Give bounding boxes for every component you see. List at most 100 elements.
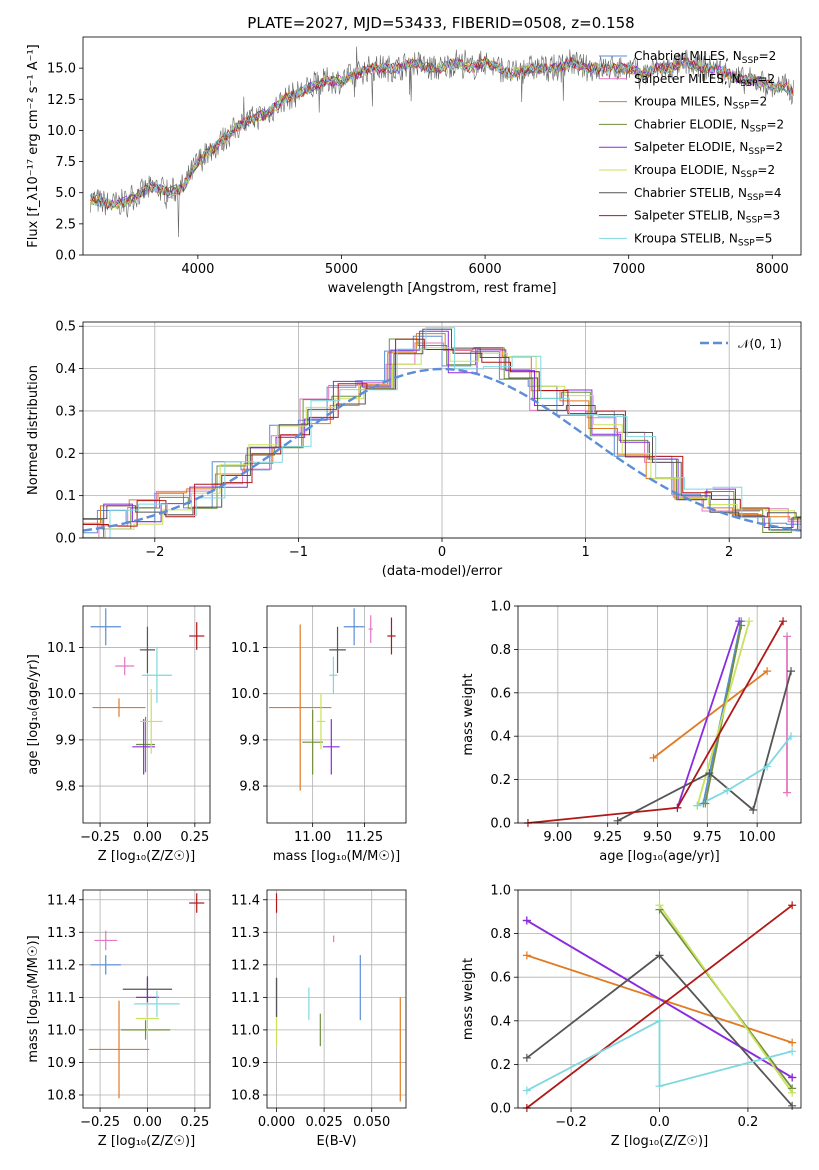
legend-entry-label: Salpeter MILES, NSSP=2 bbox=[634, 72, 775, 89]
y-tick-label: 10.1 bbox=[47, 641, 76, 656]
y-tick-label: 11.3 bbox=[231, 926, 260, 941]
weight-marker bbox=[788, 901, 797, 910]
weight-marker bbox=[723, 786, 732, 795]
x-tick-label: 11.00 bbox=[294, 830, 331, 845]
plot-frame bbox=[82, 36, 802, 256]
weight-marker bbox=[613, 816, 622, 825]
plot-frame bbox=[266, 889, 407, 1109]
plot-frame bbox=[517, 889, 802, 1109]
x-tick-label: 9.75 bbox=[693, 830, 722, 845]
weight-series-line bbox=[527, 620, 784, 823]
y-tick-label: 0.2 bbox=[490, 1058, 511, 1073]
y-tick-label: 0.0 bbox=[55, 532, 76, 547]
weight-marker bbox=[783, 788, 792, 797]
weight-marker bbox=[779, 617, 788, 626]
normal-curve bbox=[83, 367, 801, 532]
y-tick-label: 0.1 bbox=[55, 489, 76, 504]
legend-entry-label: Salpeter STELIB, NSSP=3 bbox=[634, 209, 780, 226]
chart-layer: 4000 5000 6000 7000 80000.02.55.07.510.012.5… bbox=[26, 36, 802, 1149]
x-axis-label: age [log₁₀(age/yr)] bbox=[599, 849, 720, 864]
x-axis-label: Z [log₁₀(Z/Z☉)] bbox=[98, 849, 195, 864]
x-tick-label: 9.00 bbox=[543, 830, 572, 845]
y-tick-label: 10.0 bbox=[47, 124, 76, 139]
y-tick-label: 7.5 bbox=[55, 155, 76, 170]
figure-title: PLATE=2027, MJD=53433, FIBERID=0508, z=0… bbox=[247, 14, 634, 32]
weight-marker bbox=[788, 1088, 797, 1097]
x-tick-label: 11.25 bbox=[346, 830, 383, 845]
y-tick-label: 5.0 bbox=[55, 186, 76, 201]
y-tick-label: 10.0 bbox=[47, 687, 76, 702]
weight-marker bbox=[737, 621, 746, 630]
x-tick-label: 1 bbox=[581, 545, 589, 560]
y-tick-label: 11.4 bbox=[231, 893, 260, 908]
residual-histogram-line bbox=[83, 342, 801, 538]
weight-marker bbox=[522, 951, 531, 960]
weight-marker bbox=[788, 1038, 797, 1047]
weight-marker bbox=[763, 762, 772, 771]
plot-frame bbox=[82, 889, 211, 1109]
legend-entry-label: Chabrier STELIB, NSSP=4 bbox=[634, 186, 782, 203]
y-tick-label: 0.0 bbox=[490, 1102, 511, 1117]
weight-marker bbox=[522, 1053, 531, 1062]
y-axis-label: age [log₁₀(age/yr)] bbox=[26, 654, 41, 775]
x-tick-label: 9.50 bbox=[643, 830, 672, 845]
weight-marker bbox=[787, 667, 796, 676]
y-axis-label: mass weight bbox=[461, 673, 476, 755]
weight-marker bbox=[655, 1082, 664, 1091]
weight-marker bbox=[788, 1101, 797, 1110]
x-axis-label: mass [log₁₀(M/M☉)] bbox=[273, 849, 400, 864]
y-tick-label: 0.2 bbox=[55, 447, 76, 462]
weight-series-line bbox=[526, 1019, 793, 1092]
x-tick-label: 8000 bbox=[756, 262, 789, 277]
weight-marker bbox=[673, 803, 682, 812]
weight-marker bbox=[783, 632, 792, 641]
errorbars bbox=[275, 893, 401, 1102]
y-tick-label: 0.8 bbox=[490, 927, 511, 942]
weight-marker bbox=[522, 916, 531, 925]
y-tick-label: 0.3 bbox=[55, 404, 76, 419]
y-tick-label: 0.2 bbox=[490, 773, 511, 788]
x-axis-label: wavelength [Angstrom, rest frame] bbox=[328, 281, 557, 296]
y-tick-label: 12.5 bbox=[47, 93, 76, 108]
legend-entry-label: Salpeter ELODIE, NSSP=2 bbox=[634, 140, 783, 157]
y-tick-label: 10.1 bbox=[231, 641, 260, 656]
x-tick-label: 9.25 bbox=[593, 830, 622, 845]
errorbars bbox=[269, 608, 396, 791]
x-tick-label: 0.25 bbox=[180, 830, 209, 845]
x-tick-label: 0.050 bbox=[353, 1115, 390, 1130]
y-tick-label: 1.0 bbox=[490, 600, 511, 615]
y-tick-label: 10.0 bbox=[231, 687, 260, 702]
x-tick-label: 10.00 bbox=[739, 830, 776, 845]
x-tick-label: 7000 bbox=[612, 262, 645, 277]
y-tick-label: 10.8 bbox=[231, 1088, 260, 1103]
y-tick-label: 11.0 bbox=[47, 1023, 76, 1038]
x-tick-label: 0.025 bbox=[306, 1115, 343, 1130]
weight-marker bbox=[705, 769, 714, 778]
spectrum-model-line bbox=[89, 58, 794, 210]
y-axis-label: Flux [f_λ10⁻¹⁷ erg cm⁻² s⁻¹ A⁻¹] bbox=[26, 44, 41, 248]
y-axis-label: mass [log₁₀(M/M☉)] bbox=[26, 935, 41, 1062]
y-tick-label: 9.8 bbox=[55, 780, 76, 795]
y-tick-label: 0.4 bbox=[490, 1014, 511, 1029]
y-tick-label: 10.9 bbox=[47, 1056, 76, 1071]
y-tick-label: 1.0 bbox=[490, 884, 511, 899]
weight-marker bbox=[693, 801, 702, 810]
y-axis-label: Normed distribution bbox=[26, 365, 41, 495]
weight-marker bbox=[788, 1073, 797, 1082]
y-tick-label: 0.4 bbox=[490, 730, 511, 745]
errorbars bbox=[88, 893, 205, 1099]
y-tick-label: 10.8 bbox=[47, 1088, 76, 1103]
x-tick-label: 0.25 bbox=[180, 1115, 209, 1130]
plot-frame bbox=[266, 605, 407, 824]
y-tick-label: 0.8 bbox=[490, 643, 511, 658]
x-axis-label: Z [log₁₀(Z/Z☉)] bbox=[98, 1134, 195, 1149]
weight-marker bbox=[749, 805, 758, 814]
x-tick-label: 6000 bbox=[469, 262, 502, 277]
y-tick-label: 0.0 bbox=[490, 817, 511, 832]
x-tick-label: 0.00 bbox=[133, 830, 162, 845]
errorbars bbox=[90, 608, 205, 775]
legend-entry-label: 𝒩(0, 1) bbox=[738, 337, 782, 351]
x-tick-label: 0.00 bbox=[133, 1115, 162, 1130]
legend-entry-label: Kroupa STELIB, NSSP=5 bbox=[634, 231, 772, 248]
weight-series-line bbox=[696, 735, 792, 807]
